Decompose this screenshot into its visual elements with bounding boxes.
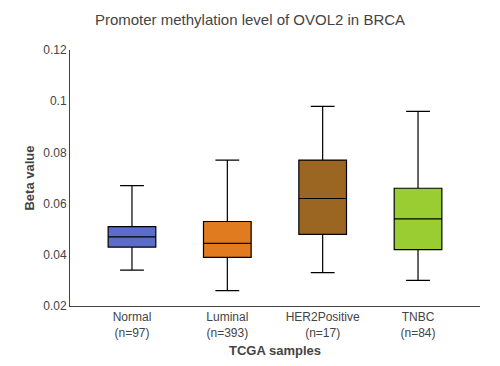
svg-text:0.02: 0.02 <box>43 299 67 313</box>
svg-text:0.12: 0.12 <box>43 43 67 57</box>
svg-text:0.08: 0.08 <box>43 146 67 160</box>
svg-text:Beta value: Beta value <box>22 145 37 210</box>
svg-text:HER2Positive(n=17): HER2Positive(n=17) <box>286 310 360 340</box>
svg-text:0.04: 0.04 <box>43 248 67 262</box>
svg-text:TNBC(n=84): TNBC(n=84) <box>401 310 436 340</box>
svg-text:Normal(n=97): Normal(n=97) <box>113 310 152 340</box>
svg-text:0.06: 0.06 <box>43 197 67 211</box>
svg-text:TCGA samples: TCGA samples <box>229 343 321 358</box>
svg-text:Promoter methylation level of: Promoter methylation level of OVOL2 in B… <box>95 11 405 28</box>
svg-text:0.1: 0.1 <box>50 94 67 108</box>
svg-text:Luminal(n=393): Luminal(n=393) <box>206 310 248 340</box>
